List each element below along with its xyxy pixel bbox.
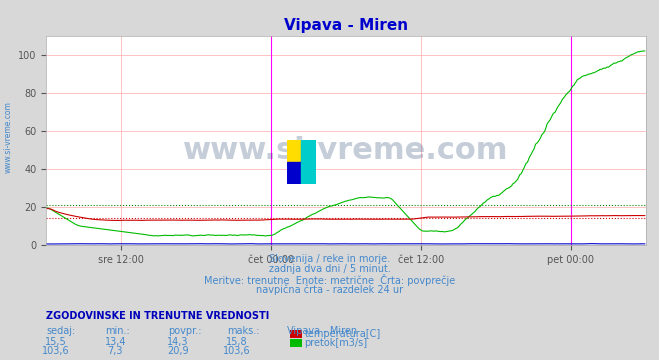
Text: sedaj:: sedaj: (46, 326, 75, 336)
Text: www.si-vreme.com: www.si-vreme.com (183, 136, 509, 165)
Bar (302, 140, 316, 162)
Text: 15,5: 15,5 (45, 337, 67, 347)
Bar (287, 140, 302, 162)
Text: temperatura[C]: temperatura[C] (304, 329, 381, 339)
Text: maks.:: maks.: (227, 326, 260, 336)
Text: povpr.:: povpr.: (168, 326, 202, 336)
Text: min.:: min.: (105, 326, 130, 336)
Bar (302, 162, 316, 184)
Text: 103,6: 103,6 (223, 346, 251, 356)
Text: navpična črta - razdelek 24 ur: navpična črta - razdelek 24 ur (256, 284, 403, 294)
Bar (287, 162, 302, 184)
Text: pretok[m3/s]: pretok[m3/s] (304, 338, 368, 348)
Text: Slovenija / reke in morje.: Slovenija / reke in morje. (269, 254, 390, 264)
Text: 15,8: 15,8 (227, 337, 248, 347)
Text: 7,3: 7,3 (107, 346, 123, 356)
Text: 13,4: 13,4 (105, 337, 126, 347)
Text: Meritve: trenutne  Enote: metrične  Črta: povprečje: Meritve: trenutne Enote: metrične Črta: … (204, 274, 455, 286)
Text: Vipava - Miren: Vipava - Miren (287, 326, 357, 336)
Title: Vipava - Miren: Vipava - Miren (284, 18, 408, 33)
Text: 103,6: 103,6 (42, 346, 70, 356)
Text: 14,3: 14,3 (167, 337, 188, 347)
Text: zadnja dva dni / 5 minut.: zadnja dva dni / 5 minut. (269, 264, 390, 274)
Text: www.si-vreme.com: www.si-vreme.com (3, 101, 13, 173)
Text: ZGODOVINSKE IN TRENUTNE VREDNOSTI: ZGODOVINSKE IN TRENUTNE VREDNOSTI (46, 311, 270, 321)
Text: 20,9: 20,9 (167, 346, 188, 356)
